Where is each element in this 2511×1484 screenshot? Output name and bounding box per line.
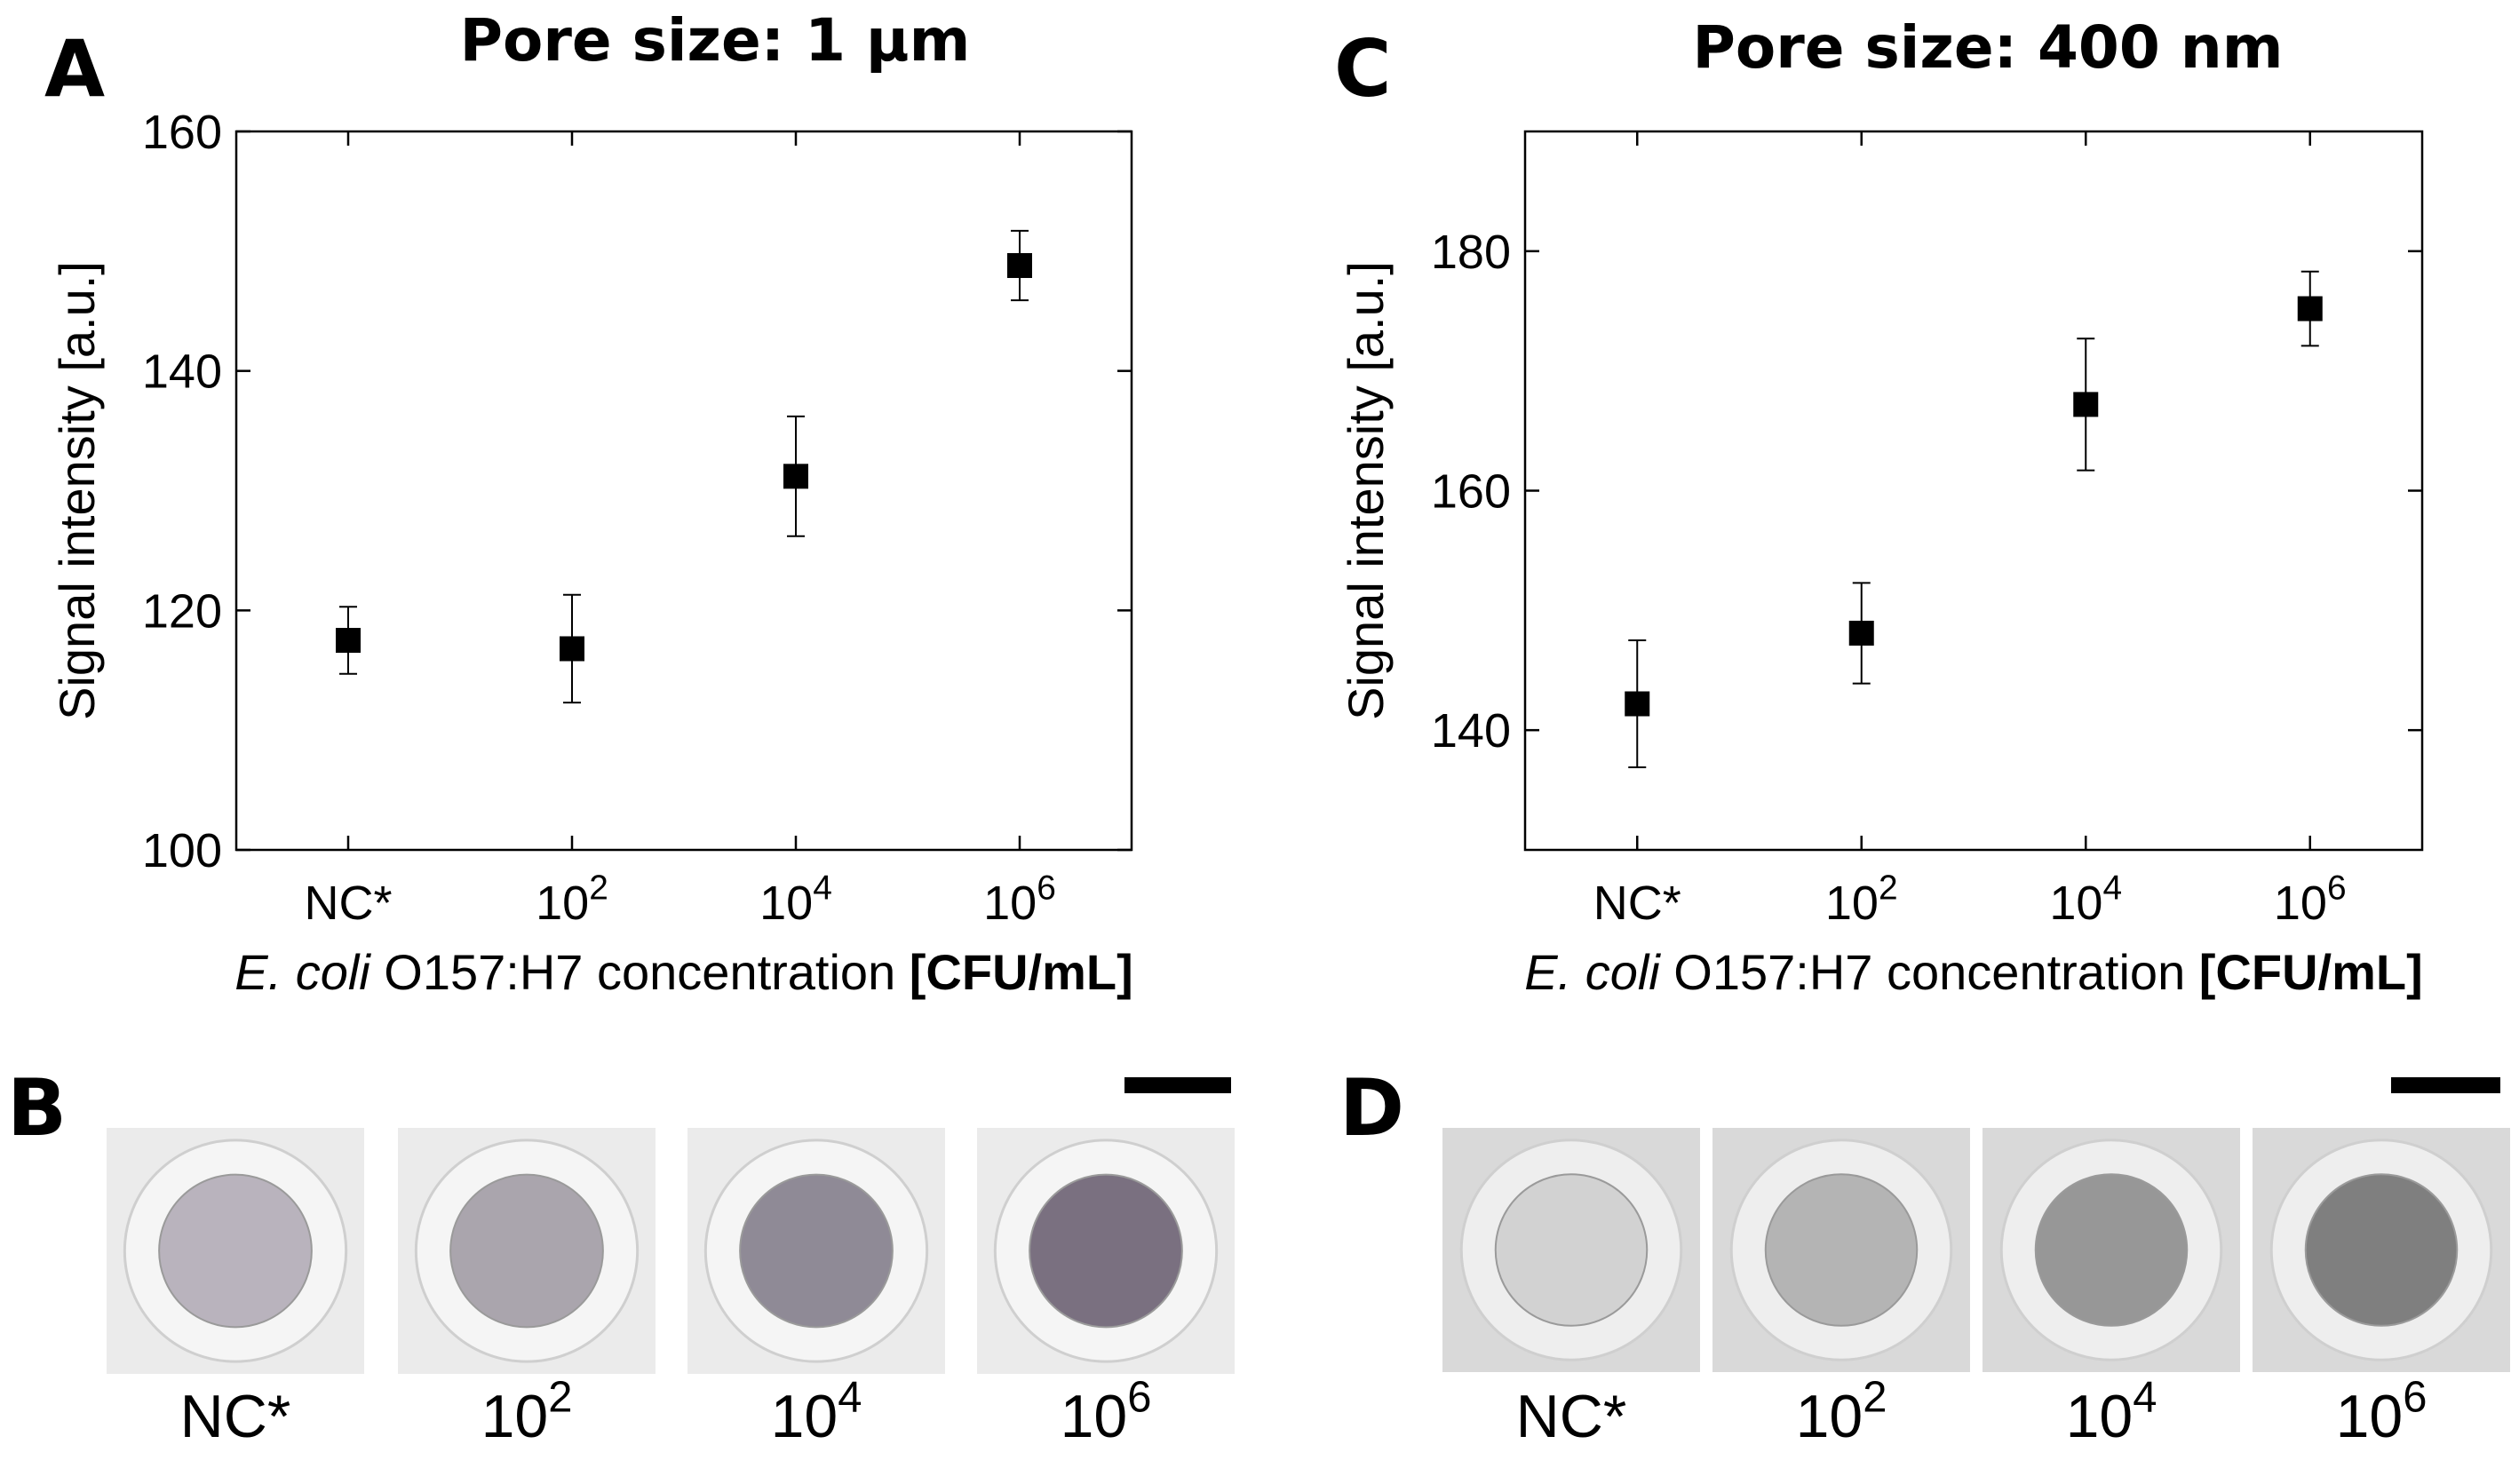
sample-spot: [2034, 1173, 2189, 1327]
photo-label-exponent: 2: [548, 1373, 572, 1421]
panel-letter: D: [1339, 1062, 1404, 1154]
scale-bar: [1124, 1077, 1231, 1093]
photo-label-exponent: 4: [2133, 1373, 2157, 1421]
y-axis-label: Signal intensity [a.u.]: [1338, 261, 1394, 720]
x-axis-label-species: E. coli: [1524, 944, 1661, 1000]
data-point: [1007, 253, 1032, 279]
x-tick-label: 102: [536, 869, 608, 930]
photo-label-base: 10: [1061, 1383, 1128, 1450]
x-tick-label-base: 10: [759, 877, 813, 930]
x-tick-label-base: 10: [536, 877, 589, 930]
x-axis-label-unit: [CFU/mL]: [910, 944, 1133, 1000]
y-tick-label: 100: [142, 824, 222, 877]
x-tick-label-base: 10: [1825, 877, 1879, 930]
photo-label: 104: [771, 1373, 862, 1450]
photo-panel-b: BNC* 102 104 106: [7, 1062, 1235, 1450]
x-axis-label: E. coli O157:H7 concentration [CFU/mL]: [1524, 944, 2422, 1000]
y-tick-label: 140: [142, 345, 222, 399]
x-tick-label-base: NC*: [304, 877, 392, 930]
photo-label-base: NC*: [1516, 1383, 1627, 1450]
x-tick-label-exponent: 4: [2102, 869, 2122, 907]
plot-frame: [234, 130, 1133, 852]
sample-spot: [739, 1173, 894, 1329]
sample-spot: [1764, 1173, 1919, 1327]
scale-bar: [2391, 1077, 2500, 1093]
photo-label-exponent: 4: [838, 1373, 862, 1421]
photo-label: 102: [1796, 1373, 1887, 1450]
x-tick-label-base: NC*: [1593, 877, 1681, 930]
x-tick-label: 102: [1825, 869, 1898, 930]
photo-label-exponent: 2: [1863, 1373, 1887, 1421]
x-tick-label-base: 10: [2274, 877, 2327, 930]
photo-label: 106: [1061, 1373, 1152, 1450]
x-tick-label-exponent: 6: [1037, 869, 1056, 907]
photo-label-base: NC*: [180, 1383, 291, 1450]
sample-spot: [449, 1173, 604, 1329]
data-point: [783, 464, 808, 489]
y-tick-label: 120: [142, 584, 222, 638]
x-tick-label-exponent: 2: [1879, 869, 1898, 907]
x-tick-label: 106: [2274, 869, 2347, 930]
photo-label-exponent: 6: [1127, 1373, 1151, 1421]
chart-title: Pore size: 400 nm: [1693, 13, 2284, 82]
x-axis-label-species: E. coli: [234, 944, 371, 1000]
photo-label-base: 10: [2066, 1383, 2134, 1450]
sample-spot: [1029, 1173, 1183, 1329]
y-axis-label: Signal intensity [a.u.]: [49, 261, 105, 720]
x-tick-label-exponent: 4: [813, 869, 832, 907]
chart-title: Pore size: 1 µm: [460, 6, 971, 75]
panel-letter: C: [1334, 23, 1392, 115]
photo-label-base: 10: [771, 1383, 838, 1450]
photo-label-base: 10: [1796, 1383, 1863, 1450]
sample-spot: [158, 1173, 313, 1329]
y-tick-label: 160: [1431, 465, 1511, 519]
sample-spot: [1494, 1173, 1649, 1327]
x-tick-label: NC*: [304, 877, 392, 930]
x-tick-label: NC*: [1593, 877, 1681, 930]
photo-label: 106: [2336, 1373, 2428, 1450]
x-tick-label: 106: [983, 869, 1056, 930]
data-point: [2297, 296, 2323, 321]
sample-spot: [2304, 1173, 2459, 1327]
x-tick-label-exponent: 2: [589, 869, 608, 907]
photo-label: NC*: [1516, 1383, 1627, 1450]
x-tick-label: 104: [2049, 869, 2122, 930]
data-point: [336, 628, 361, 654]
x-tick-label-base: 10: [983, 877, 1037, 930]
x-tick-label: 104: [759, 869, 832, 930]
x-tick-label-exponent: 6: [2327, 869, 2347, 907]
data-point: [1625, 691, 1650, 717]
y-tick-label: 180: [1431, 226, 1511, 279]
y-tick-label: 160: [142, 106, 222, 159]
photo-label: NC*: [180, 1383, 291, 1450]
x-axis-label-text: O157:H7 concentration: [370, 944, 910, 1000]
x-axis-label-unit: [CFU/mL]: [2199, 944, 2423, 1000]
data-point: [560, 636, 584, 662]
photo-label-base: 10: [481, 1383, 549, 1450]
x-axis-label-text: O157:H7 concentration: [1660, 944, 2199, 1000]
photo-label: 104: [2066, 1373, 2157, 1450]
photo-label-exponent: 6: [2403, 1373, 2427, 1421]
y-tick-label: 140: [1431, 704, 1511, 758]
panel-letter: A: [44, 23, 105, 115]
data-point: [1848, 620, 1874, 646]
x-axis-label: E. coli O157:H7 concentration [CFU/mL]: [234, 944, 1132, 1000]
panel-letter: B: [7, 1062, 67, 1154]
photo-label-base: 10: [2336, 1383, 2404, 1450]
plot-frame: [1523, 130, 2424, 852]
data-point: [2073, 392, 2099, 417]
photo-label: 102: [481, 1373, 573, 1450]
x-tick-label-base: 10: [2049, 877, 2102, 930]
photo-panel-d: DNC* 102 104 106: [1339, 1062, 2510, 1450]
